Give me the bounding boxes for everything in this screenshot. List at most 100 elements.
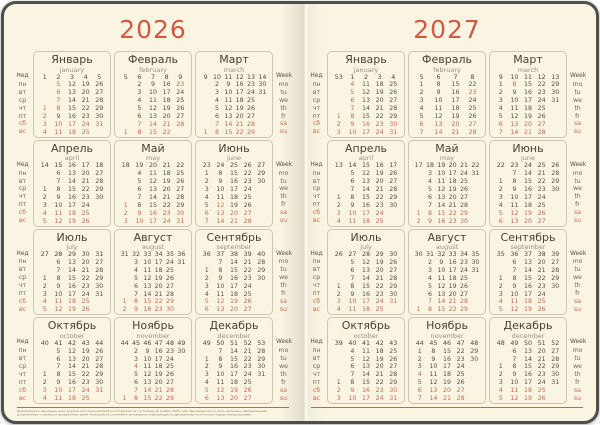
date-cell: [494, 259, 508, 267]
date-cell: 30: [258, 81, 267, 89]
date-cell: [467, 395, 481, 403]
month-block: Ноябрь november 44 45 46 47 48 49 2 9 16 23 30 3 10 17 2…: [114, 317, 192, 404]
date-cell: 26: [389, 89, 398, 97]
week-number-row: 9 10 11 12 13: [494, 74, 562, 82]
date-cell: 30: [95, 193, 104, 201]
date-cell: [413, 259, 424, 267]
date-cell: 19: [375, 355, 384, 363]
weekday-label: tu: [280, 177, 287, 185]
date-cell: [200, 81, 211, 89]
month-block: Март march 9 10 11 12 13 1 8 15 22 29 2 9 16 23 30 3 10 17 2…: [489, 51, 567, 138]
week-number: 37: [523, 251, 532, 258]
date-cell: [332, 371, 346, 379]
date-cell: 16: [67, 379, 76, 387]
date-cell: 13: [510, 120, 519, 128]
date-cell: 15: [148, 128, 157, 136]
date-cell: 12: [437, 282, 446, 290]
date-cell: 15: [442, 347, 451, 355]
date-cell: 21: [523, 128, 532, 136]
date-cell: 17: [67, 120, 76, 128]
date-cell: 16: [67, 282, 76, 290]
date-cell: 18: [448, 274, 457, 282]
weekday-label: чт: [312, 104, 321, 112]
date-cell: 14: [510, 128, 519, 136]
weekday-label-column: Week mo tu we th fr sa su: [276, 317, 293, 404]
week-number: 35: [471, 251, 480, 258]
date-row: 6 13 20 27: [332, 363, 400, 371]
date-cell: 7: [417, 395, 422, 403]
week-number: 45: [131, 339, 140, 347]
date-row: 4 11 18 25: [38, 298, 106, 306]
date-cell: 26: [95, 347, 104, 355]
date-cell: 1: [417, 347, 422, 355]
date-cell: [470, 283, 481, 291]
date-cell: [92, 395, 106, 403]
date-cell: [548, 306, 562, 314]
weekday-label: пн: [312, 169, 321, 177]
week-number: 32: [437, 251, 446, 258]
date-cell: 6: [56, 355, 61, 363]
date-row: 2 9 16 23 30: [200, 81, 268, 89]
date-cell: 22: [154, 298, 163, 306]
date-cell: 10: [54, 387, 63, 395]
month-name-ru: Апрель: [345, 141, 387, 155]
date-cell: 12: [361, 170, 370, 178]
date-cell: 7: [218, 347, 223, 355]
date-cell: 18: [361, 217, 370, 225]
date-row: 5 12 19 26: [332, 259, 400, 267]
page-right-2027: 2027 Нед пн вт ср чт пт сб вс Январь january 53 1 2 3…: [300, 4, 596, 421]
date-cell: [413, 291, 424, 299]
date-cell: [470, 218, 481, 226]
date-cell: [386, 210, 400, 218]
date-cell: [413, 178, 424, 186]
date-cell: 14: [361, 274, 370, 282]
date-row: 2 9 16 23 30: [413, 259, 481, 267]
week-column-header: Нед: [310, 73, 323, 79]
date-row: 6 13 20 27: [200, 306, 268, 314]
date-cell: 29: [95, 371, 104, 379]
week-column-header: Week: [276, 339, 293, 346]
month-name-en: april: [64, 154, 80, 163]
date-cell: 6: [419, 120, 424, 128]
date-row: 3 10 17 24 31: [332, 395, 400, 403]
date-cell: 10: [434, 97, 443, 105]
date-cell: 14: [523, 266, 532, 274]
date-cell: 21: [451, 128, 460, 136]
date-cell: 26: [389, 258, 398, 266]
weekday-label: sa: [279, 120, 287, 128]
date-cell: 18: [229, 290, 238, 298]
date-row: 5 12 19 26: [119, 105, 187, 113]
date-cell: 9: [56, 113, 61, 121]
month-block: Май may 17 18 19 20 21 22 3 10 17 24 31 4 11 18 25 5 12 19 2…: [408, 139, 486, 227]
date-cell: 8: [56, 185, 61, 193]
date-cell: [548, 113, 562, 121]
date-cell: [332, 348, 346, 356]
date-cell: 11: [54, 298, 63, 306]
date-cell: 20: [229, 306, 238, 314]
date-cell: 21: [537, 355, 546, 363]
date-cell: [119, 363, 130, 371]
date-row: 2 9 16 23 30: [38, 194, 106, 202]
date-cell: [254, 194, 268, 202]
month-name-en: november: [136, 331, 170, 340]
date-cell: 19: [67, 217, 76, 225]
date-cell: 19: [235, 105, 244, 113]
date-cell: 20: [523, 120, 532, 128]
date-cell: 3: [137, 89, 142, 97]
date-cell: 14: [67, 97, 76, 105]
date-cell: [467, 379, 481, 387]
date-cell: 8: [214, 128, 219, 136]
date-cell: 29: [551, 274, 560, 282]
date-row: 3 10 17 24 31: [38, 291, 106, 299]
month-name-ru: Март: [513, 53, 543, 66]
date-cell: [119, 121, 133, 129]
date-cell: 15: [67, 105, 76, 113]
weekday-label: tu: [280, 88, 287, 96]
date-cell: 31: [95, 120, 104, 128]
date-cell: 31: [551, 97, 560, 105]
weekday-label: we: [573, 185, 582, 193]
week-column-header: Нед: [310, 339, 323, 346]
date-cell: 3: [204, 185, 209, 193]
date-cell: 23: [154, 306, 163, 314]
